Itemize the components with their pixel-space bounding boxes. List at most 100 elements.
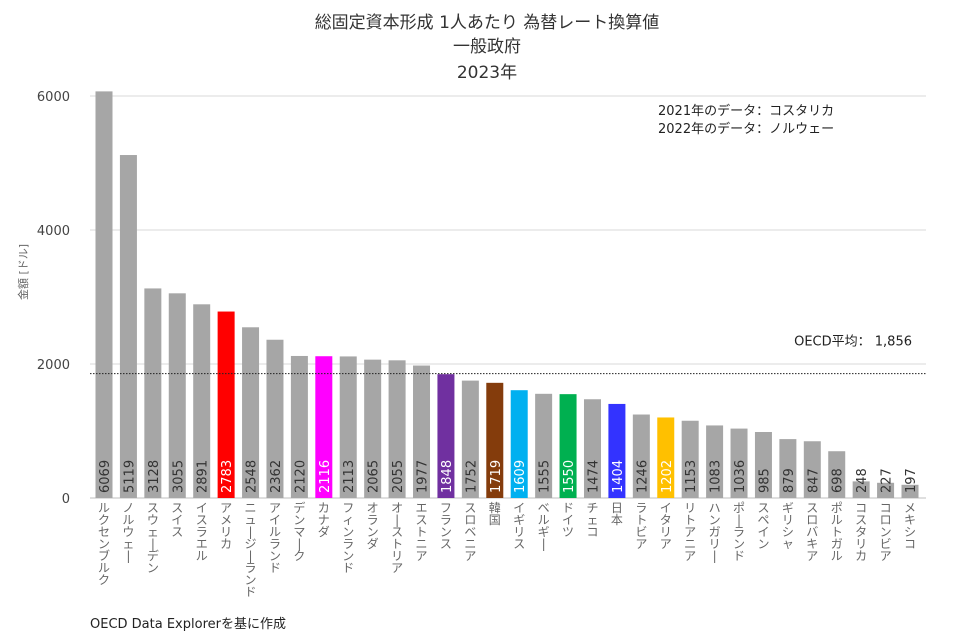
x-tick-label: スロバキア — [806, 501, 818, 563]
bar — [461, 380, 479, 498]
x-tick-label: ラトビア — [635, 501, 647, 551]
x-tick-label: チェコ — [586, 501, 598, 539]
bar — [608, 403, 626, 498]
chart-title: 総固定資本形成 1人あたり 為替レート換算値 一般政府 2023年 — [315, 13, 660, 83]
title-line-2: 一般政府 — [453, 37, 521, 57]
bar — [290, 355, 308, 498]
x-tick-label: フィンランド — [342, 501, 354, 575]
bar — [217, 311, 235, 498]
bar — [828, 451, 846, 498]
y-tick-label: 4000 — [37, 224, 70, 239]
bar — [95, 91, 113, 498]
x-tick-label: メキシコ — [904, 501, 916, 551]
x-tick-label: リトアニア — [684, 501, 696, 563]
bar — [437, 374, 455, 498]
bar — [901, 484, 919, 498]
bar — [583, 399, 601, 498]
bar-value-label: 5119 — [122, 460, 137, 493]
bar-value-label: 1153 — [684, 460, 699, 493]
x-tick-label: カナダ — [318, 501, 330, 539]
y-tick-label: 2000 — [37, 358, 70, 373]
bar — [706, 425, 724, 498]
bar-value-label: 3055 — [171, 460, 186, 493]
bar-value-label: 1555 — [538, 460, 553, 493]
bar — [877, 482, 895, 498]
bar — [779, 439, 797, 498]
bar — [144, 288, 162, 498]
bar-value-label: 698 — [831, 468, 846, 493]
x-tick-label: エストニア — [416, 501, 428, 563]
bar — [266, 339, 284, 498]
bar-value-label: 1977 — [416, 460, 431, 493]
bar — [119, 155, 137, 499]
bar-value-label: 2548 — [245, 460, 260, 493]
bar-value-label: 1719 — [489, 460, 504, 493]
bar — [510, 390, 528, 498]
x-tick-label: イスラエル — [196, 501, 208, 563]
bar — [803, 441, 821, 498]
x-tick-label: スロベニア — [464, 501, 476, 563]
bar-value-label: 879 — [782, 468, 797, 493]
bar — [242, 327, 260, 498]
bar-value-label: 1550 — [562, 460, 577, 493]
bar-value-label: 1752 — [464, 460, 479, 493]
bar — [535, 393, 553, 498]
bar — [339, 356, 357, 498]
bar-value-label: 6069 — [98, 460, 113, 493]
bar — [388, 360, 406, 498]
x-tick-label: ポルトガル — [831, 501, 843, 563]
bar — [364, 359, 382, 498]
bar-value-label: 1083 — [709, 460, 724, 493]
annotation-2021: 2021年のデータ：コスタリカ — [658, 103, 834, 119]
bar-value-label: 2120 — [293, 460, 308, 493]
bar-value-label: 2116 — [318, 460, 333, 493]
x-tick-label: ニュ|ジ|ランド — [245, 501, 257, 599]
y-axis-label: 金額 [ドル] — [16, 244, 30, 300]
x-tick-label: フランス — [440, 501, 452, 551]
bar — [754, 432, 772, 498]
bar-value-label: 1404 — [611, 460, 626, 493]
x-tick-label: アイルランド — [269, 501, 281, 575]
bar — [632, 414, 650, 498]
bar-value-label: 1474 — [586, 460, 601, 493]
x-tick-label: ポ|ランド — [733, 501, 745, 563]
bar-value-label: 227 — [880, 468, 895, 493]
bar-value-label: 2891 — [196, 460, 211, 493]
title-line-3: 2023年 — [457, 63, 517, 83]
x-tick-label: オランダ — [367, 501, 379, 551]
x-tick-label: ドイツ — [562, 501, 574, 539]
x-tick-label: 韓国 — [489, 501, 501, 527]
bar-value-label: 2055 — [391, 460, 406, 493]
bar — [413, 365, 431, 498]
bar — [681, 420, 699, 498]
x-tick-label: ルクセンブルク — [98, 501, 110, 587]
bar — [559, 394, 577, 498]
bar-value-label: 2362 — [269, 460, 284, 493]
bar-value-label: 1848 — [440, 460, 455, 493]
bar-value-label: 1609 — [513, 460, 528, 493]
bar-value-label: 1202 — [660, 460, 675, 493]
x-tick-label: アメリカ — [220, 501, 232, 551]
bar-value-label: 847 — [806, 468, 821, 493]
bar — [730, 428, 748, 498]
bar-value-label: 197 — [904, 468, 919, 493]
bar-value-label: 2113 — [342, 460, 357, 493]
bar-value-label: 3128 — [147, 460, 162, 493]
x-tick-label: イギリス — [513, 501, 525, 551]
x-tick-label: ノルウェ| — [122, 501, 134, 563]
x-tick-label: ハンガリ| — [709, 501, 721, 563]
bar-value-label: 2783 — [220, 460, 235, 493]
oecd-average-label: OECD平均： 1,856 — [794, 335, 912, 350]
x-tick-label: デンマ|ク — [293, 500, 305, 563]
x-tick-label: スウェ|デン — [147, 501, 159, 575]
source-note: OECD Data Explorerを基に作成 — [90, 617, 286, 632]
annotation-2022: 2022年のデータ：ノルウェー — [658, 121, 834, 137]
bar — [193, 304, 211, 498]
bar — [657, 417, 675, 498]
x-tick-label: ベルギ| — [538, 501, 550, 551]
x-tick-label: スペイン — [757, 501, 769, 551]
x-tick-label: コロンビア — [880, 501, 892, 563]
bar — [486, 382, 504, 498]
title-line-1: 総固定資本形成 1人あたり 為替レート換算値 — [315, 13, 660, 33]
x-tick-label: コスタリカ — [855, 501, 867, 563]
